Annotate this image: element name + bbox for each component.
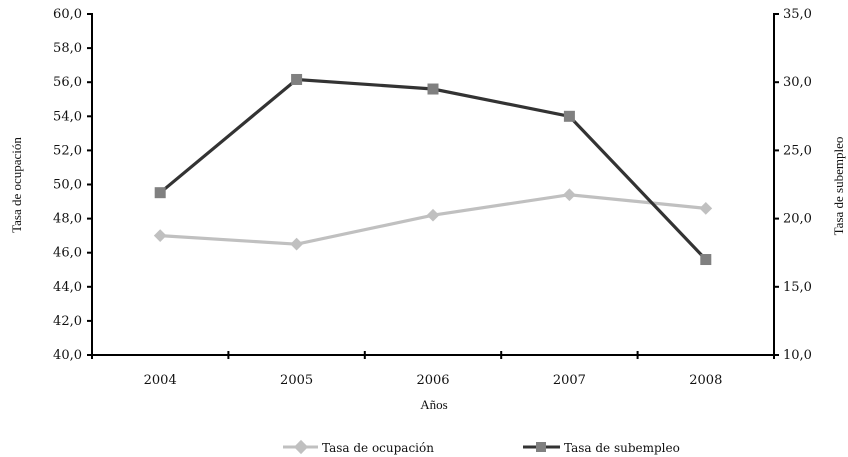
x-tick-label: 2007	[553, 373, 586, 388]
series-line-1	[159, 77, 707, 261]
left-tick-label: 48,0	[53, 212, 82, 227]
legend-marker-ocupacion	[293, 439, 309, 455]
right-tick-label: 25,0	[783, 143, 812, 158]
series-point-1	[291, 73, 303, 85]
right-tick-label: 10,0	[783, 348, 812, 363]
series-layer	[153, 73, 713, 266]
series-point-0	[290, 237, 303, 251]
right-axis-title: Tasa de subempleo	[831, 137, 846, 236]
left-tick-label: 58,0	[53, 41, 82, 56]
legend-item-subempleo: Tasa de subempleo	[523, 441, 680, 455]
x-axis-title: Años	[420, 397, 447, 412]
left-tick-label: 56,0	[53, 75, 82, 90]
right-tick-label: 15,0	[783, 280, 812, 295]
left-tick-label: 42,0	[53, 314, 82, 329]
legend-marker-subempleo	[536, 442, 546, 452]
legend-label-ocupacion: Tasa de ocupación	[322, 441, 434, 455]
ticks-layer: 40,0 42,0 44,0 46,0 48,0 50,0 52,0 54,0 56,0 58,0…	[53, 7, 812, 388]
left-tick-label: 40,0	[53, 348, 82, 363]
series-point-0	[699, 202, 713, 215]
right-tick-label: 30,0	[783, 75, 812, 90]
series-point-1	[427, 83, 439, 95]
x-tick-label: 2004	[144, 373, 177, 388]
left-tick-label: 52,0	[53, 143, 82, 158]
series-point-1	[700, 254, 712, 266]
x-tick-label: 2008	[689, 373, 722, 388]
legend-item-ocupacion: Tasa de ocupación	[283, 439, 434, 455]
series-point-1	[154, 187, 166, 199]
left-tick-label: 50,0	[53, 178, 82, 193]
left-axis-title: Tasa de ocupación	[9, 137, 24, 233]
axes-layer	[91, 14, 775, 356]
legend-label-subempleo: Tasa de subempleo	[564, 441, 680, 455]
legend: Tasa de ocupación Tasa de subempleo	[283, 439, 680, 455]
right-tick-label: 20,0	[783, 212, 812, 227]
series-point-0	[563, 188, 576, 202]
left-tick-label: 60,0	[53, 7, 82, 22]
series-point-0	[153, 229, 167, 243]
left-tick-label: 46,0	[53, 246, 82, 261]
left-tick-label: 44,0	[53, 280, 82, 295]
x-tick-label: 2005	[280, 373, 313, 388]
series-point-1	[563, 110, 575, 122]
x-tick-label: 2006	[416, 373, 449, 388]
series-point-0	[426, 208, 440, 222]
right-tick-label: 35,0	[783, 7, 812, 22]
left-tick-label: 54,0	[53, 109, 82, 124]
